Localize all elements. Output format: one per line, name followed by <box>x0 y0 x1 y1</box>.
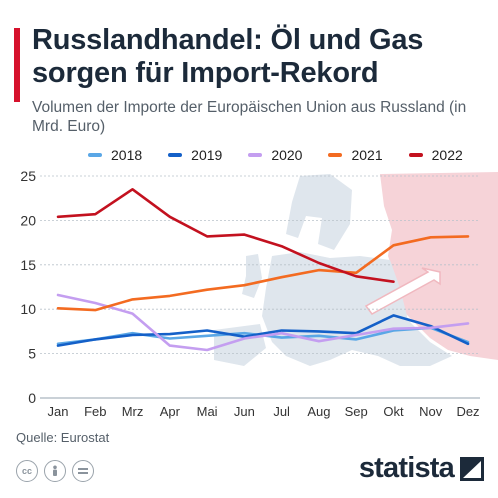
x-tick-label: Apr <box>160 404 181 419</box>
statista-logo-icon <box>460 456 484 481</box>
series-line-2021 <box>56 235 470 312</box>
map-scandinavia <box>286 174 352 250</box>
legend-item-2020: 2020 <box>248 147 302 163</box>
license-icons: cc <box>16 460 94 482</box>
page-subtitle: Volumen der Importe der Europäischen Uni… <box>32 99 467 135</box>
legend-item-2022: 2022 <box>408 147 463 163</box>
y-tick-label: 15 <box>20 257 36 273</box>
map-united-kingdom <box>242 254 262 298</box>
chart-legend: 2018 2019 2020 2021 2022 <box>88 146 463 164</box>
x-tick-label: Nov <box>419 404 443 419</box>
series-line-2022 <box>56 188 395 283</box>
legend-swatch-2018 <box>88 153 102 157</box>
line-chart: 0 5 10 15 20 25 Jan Feb Mrz Apr Mai Jun Jul Aug Sep Ok… <box>20 168 498 419</box>
legend-label-2022: 2022 <box>431 147 463 163</box>
series-line-2019 <box>56 314 470 347</box>
y-tick-label: 5 <box>28 346 36 362</box>
cc-icon: cc <box>16 460 38 482</box>
legend-swatch-2021 <box>328 153 343 157</box>
legend-item-2019: 2019 <box>168 147 222 163</box>
x-tick-label: Jul <box>273 404 290 419</box>
page-title: Russlandhandel: Öl und Gas sorgen für Im… <box>32 24 424 89</box>
chart-grid: 0 5 10 15 20 25 <box>20 168 480 406</box>
x-tick-label: Feb <box>84 404 106 419</box>
legend-label-2019: 2019 <box>191 147 223 163</box>
trade-flow-arrow <box>364 267 441 315</box>
legend-label-2020: 2020 <box>271 147 303 163</box>
brand-logo[interactable]: statista <box>359 452 484 485</box>
x-tick-label: Mrz <box>122 404 144 419</box>
x-tick-label: Sep <box>345 404 368 419</box>
legend-swatch-2019 <box>168 153 183 157</box>
source-note: Quelle: Eurostat <box>16 430 110 445</box>
x-tick-label: Dez <box>456 404 479 419</box>
y-tick-label: 10 <box>20 301 36 317</box>
legend-swatch-2020 <box>248 153 263 157</box>
legend-label-2021: 2021 <box>351 147 383 163</box>
map-russia-region <box>380 172 498 360</box>
legend-item-2018: 2018 <box>88 147 142 163</box>
x-tick-label: Okt <box>383 404 404 419</box>
title-accent-bar <box>14 28 20 102</box>
legend-swatch-2022 <box>408 153 423 157</box>
y-tick-label: 0 <box>28 390 36 406</box>
y-tick-label: 20 <box>20 212 36 228</box>
y-tick-label: 25 <box>20 168 36 184</box>
x-tick-label: Mai <box>197 404 218 419</box>
x-axis: Jan Feb Mrz Apr Mai Jun Jul Aug Sep Okt Nov Dez <box>48 404 480 419</box>
chart-series <box>56 188 470 352</box>
legend-item-2021: 2021 <box>328 147 383 163</box>
x-tick-label: Aug <box>307 404 330 419</box>
legend-label-2018: 2018 <box>111 147 143 163</box>
x-tick-label: Jan <box>48 404 69 419</box>
brand-name: statista <box>358 452 455 484</box>
x-tick-label: Jun <box>234 404 255 419</box>
equals-icon <box>72 460 94 482</box>
series-line-2020 <box>56 293 470 352</box>
person-icon <box>44 460 66 482</box>
